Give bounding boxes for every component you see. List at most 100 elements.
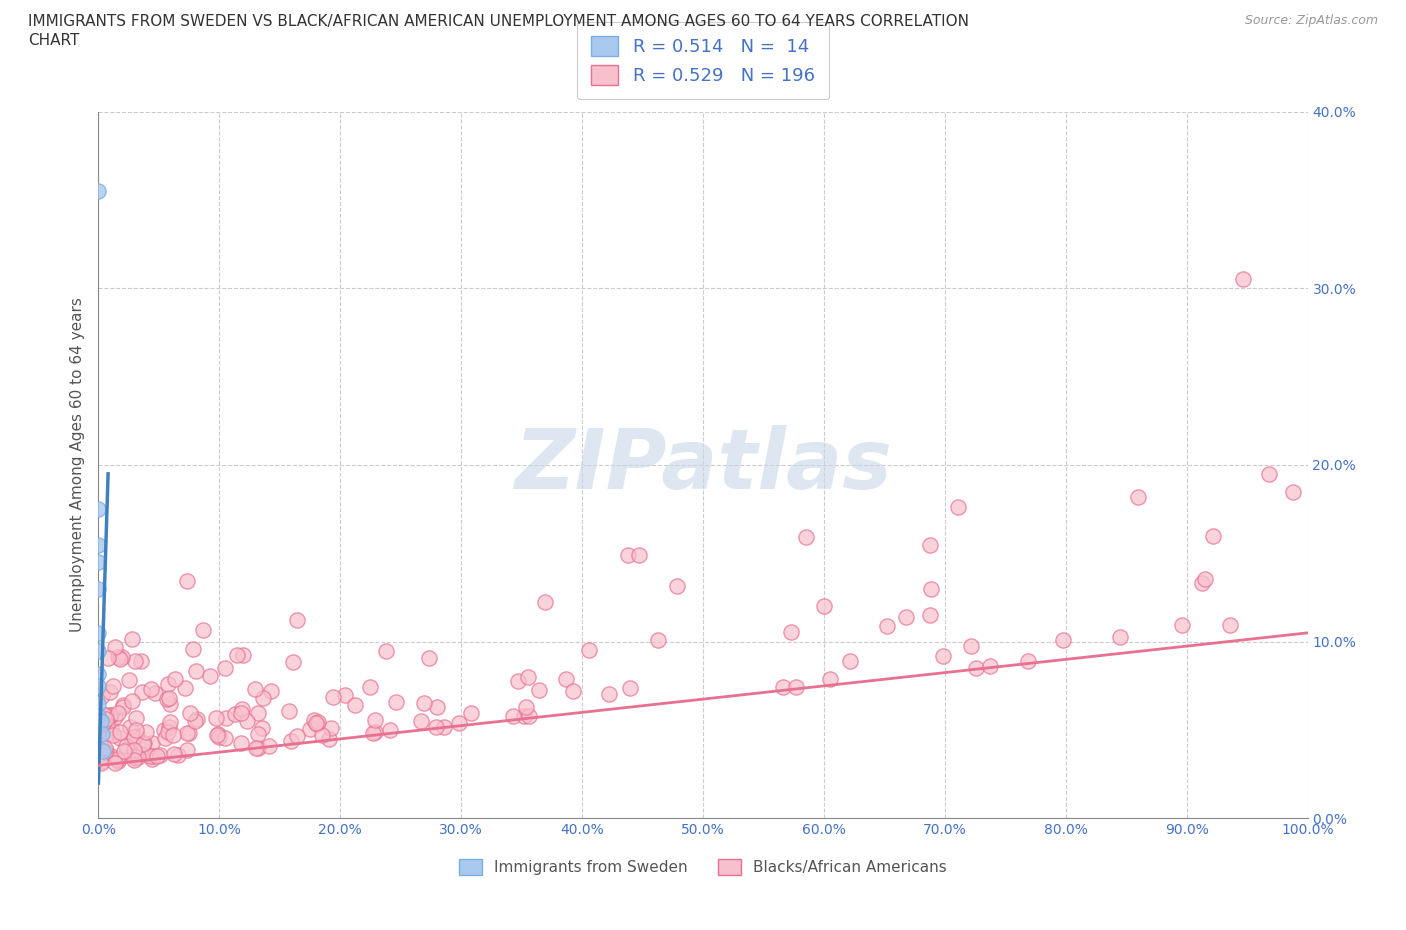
Text: Source: ZipAtlas.com: Source: ZipAtlas.com xyxy=(1244,14,1378,27)
Point xyxy=(94,744,117,759)
Point xyxy=(125,750,148,764)
Point xyxy=(117,742,139,757)
Point xyxy=(252,690,274,705)
Point xyxy=(87,644,110,658)
Point xyxy=(1282,484,1305,498)
Point xyxy=(305,715,328,730)
Point xyxy=(413,696,436,711)
Point xyxy=(460,706,482,721)
Point xyxy=(311,727,333,742)
Point xyxy=(527,683,550,698)
Point xyxy=(247,740,270,755)
Point xyxy=(364,724,387,739)
Point xyxy=(122,752,145,767)
Point xyxy=(361,725,384,740)
Point xyxy=(965,661,987,676)
Point xyxy=(146,749,169,764)
Point xyxy=(247,726,270,741)
Point xyxy=(298,721,321,736)
Point xyxy=(1232,272,1254,287)
Point xyxy=(89,737,111,752)
Point xyxy=(619,681,641,696)
Point xyxy=(104,640,127,655)
Point xyxy=(534,594,557,609)
Point xyxy=(159,691,181,706)
Point xyxy=(112,699,135,714)
Point xyxy=(101,727,124,742)
Point xyxy=(411,713,433,728)
Point xyxy=(115,738,138,753)
Point xyxy=(364,712,387,727)
Point xyxy=(141,736,163,751)
Point xyxy=(214,660,236,675)
Point xyxy=(87,538,110,552)
Point xyxy=(101,678,124,693)
Point xyxy=(425,719,447,734)
Point xyxy=(107,753,129,768)
Point xyxy=(302,712,325,727)
Point xyxy=(184,713,207,728)
Point xyxy=(142,749,165,764)
Point xyxy=(100,749,122,764)
Point xyxy=(920,538,942,552)
Point xyxy=(307,716,329,731)
Point xyxy=(120,719,142,734)
Point xyxy=(515,699,537,714)
Point xyxy=(513,709,536,724)
Point xyxy=(578,643,600,658)
Point xyxy=(250,720,273,735)
Point xyxy=(143,686,166,701)
Point xyxy=(139,682,162,697)
Point xyxy=(125,723,148,737)
Point xyxy=(138,749,160,764)
Point xyxy=(627,548,650,563)
Point xyxy=(167,748,190,763)
Point xyxy=(181,642,204,657)
Point xyxy=(87,554,110,569)
Point xyxy=(918,607,941,622)
Point xyxy=(245,740,267,755)
Point xyxy=(90,753,112,768)
Point xyxy=(385,695,408,710)
Point xyxy=(98,708,121,723)
Point xyxy=(108,652,131,667)
Point xyxy=(104,710,127,724)
Point xyxy=(176,725,198,740)
Point xyxy=(517,708,540,723)
Point xyxy=(141,751,163,766)
Point xyxy=(896,610,918,625)
Point xyxy=(561,684,583,698)
Y-axis label: Unemployment Among Ages 60 to 64 years: Unemployment Among Ages 60 to 64 years xyxy=(69,298,84,632)
Point xyxy=(87,625,110,640)
Point xyxy=(1202,528,1225,543)
Point xyxy=(1219,618,1241,632)
Point xyxy=(280,733,302,748)
Point xyxy=(1017,654,1039,669)
Point xyxy=(156,676,179,691)
Point xyxy=(157,719,180,734)
Point xyxy=(779,625,801,640)
Point xyxy=(100,708,122,723)
Point xyxy=(108,724,131,739)
Point xyxy=(813,599,835,614)
Point xyxy=(122,742,145,757)
Point xyxy=(418,651,440,666)
Point xyxy=(131,747,153,762)
Point xyxy=(153,730,176,745)
Point xyxy=(666,578,689,593)
Point xyxy=(94,740,117,755)
Point xyxy=(839,653,862,668)
Point xyxy=(149,748,172,763)
Point xyxy=(104,755,127,770)
Point xyxy=(87,696,110,711)
Point xyxy=(285,729,308,744)
Point xyxy=(90,714,112,729)
Point xyxy=(959,638,981,653)
Text: CHART: CHART xyxy=(28,33,80,47)
Point xyxy=(375,644,398,658)
Point xyxy=(502,708,524,723)
Point xyxy=(91,744,114,759)
Point xyxy=(121,733,143,748)
Point xyxy=(131,684,153,699)
Point xyxy=(243,682,266,697)
